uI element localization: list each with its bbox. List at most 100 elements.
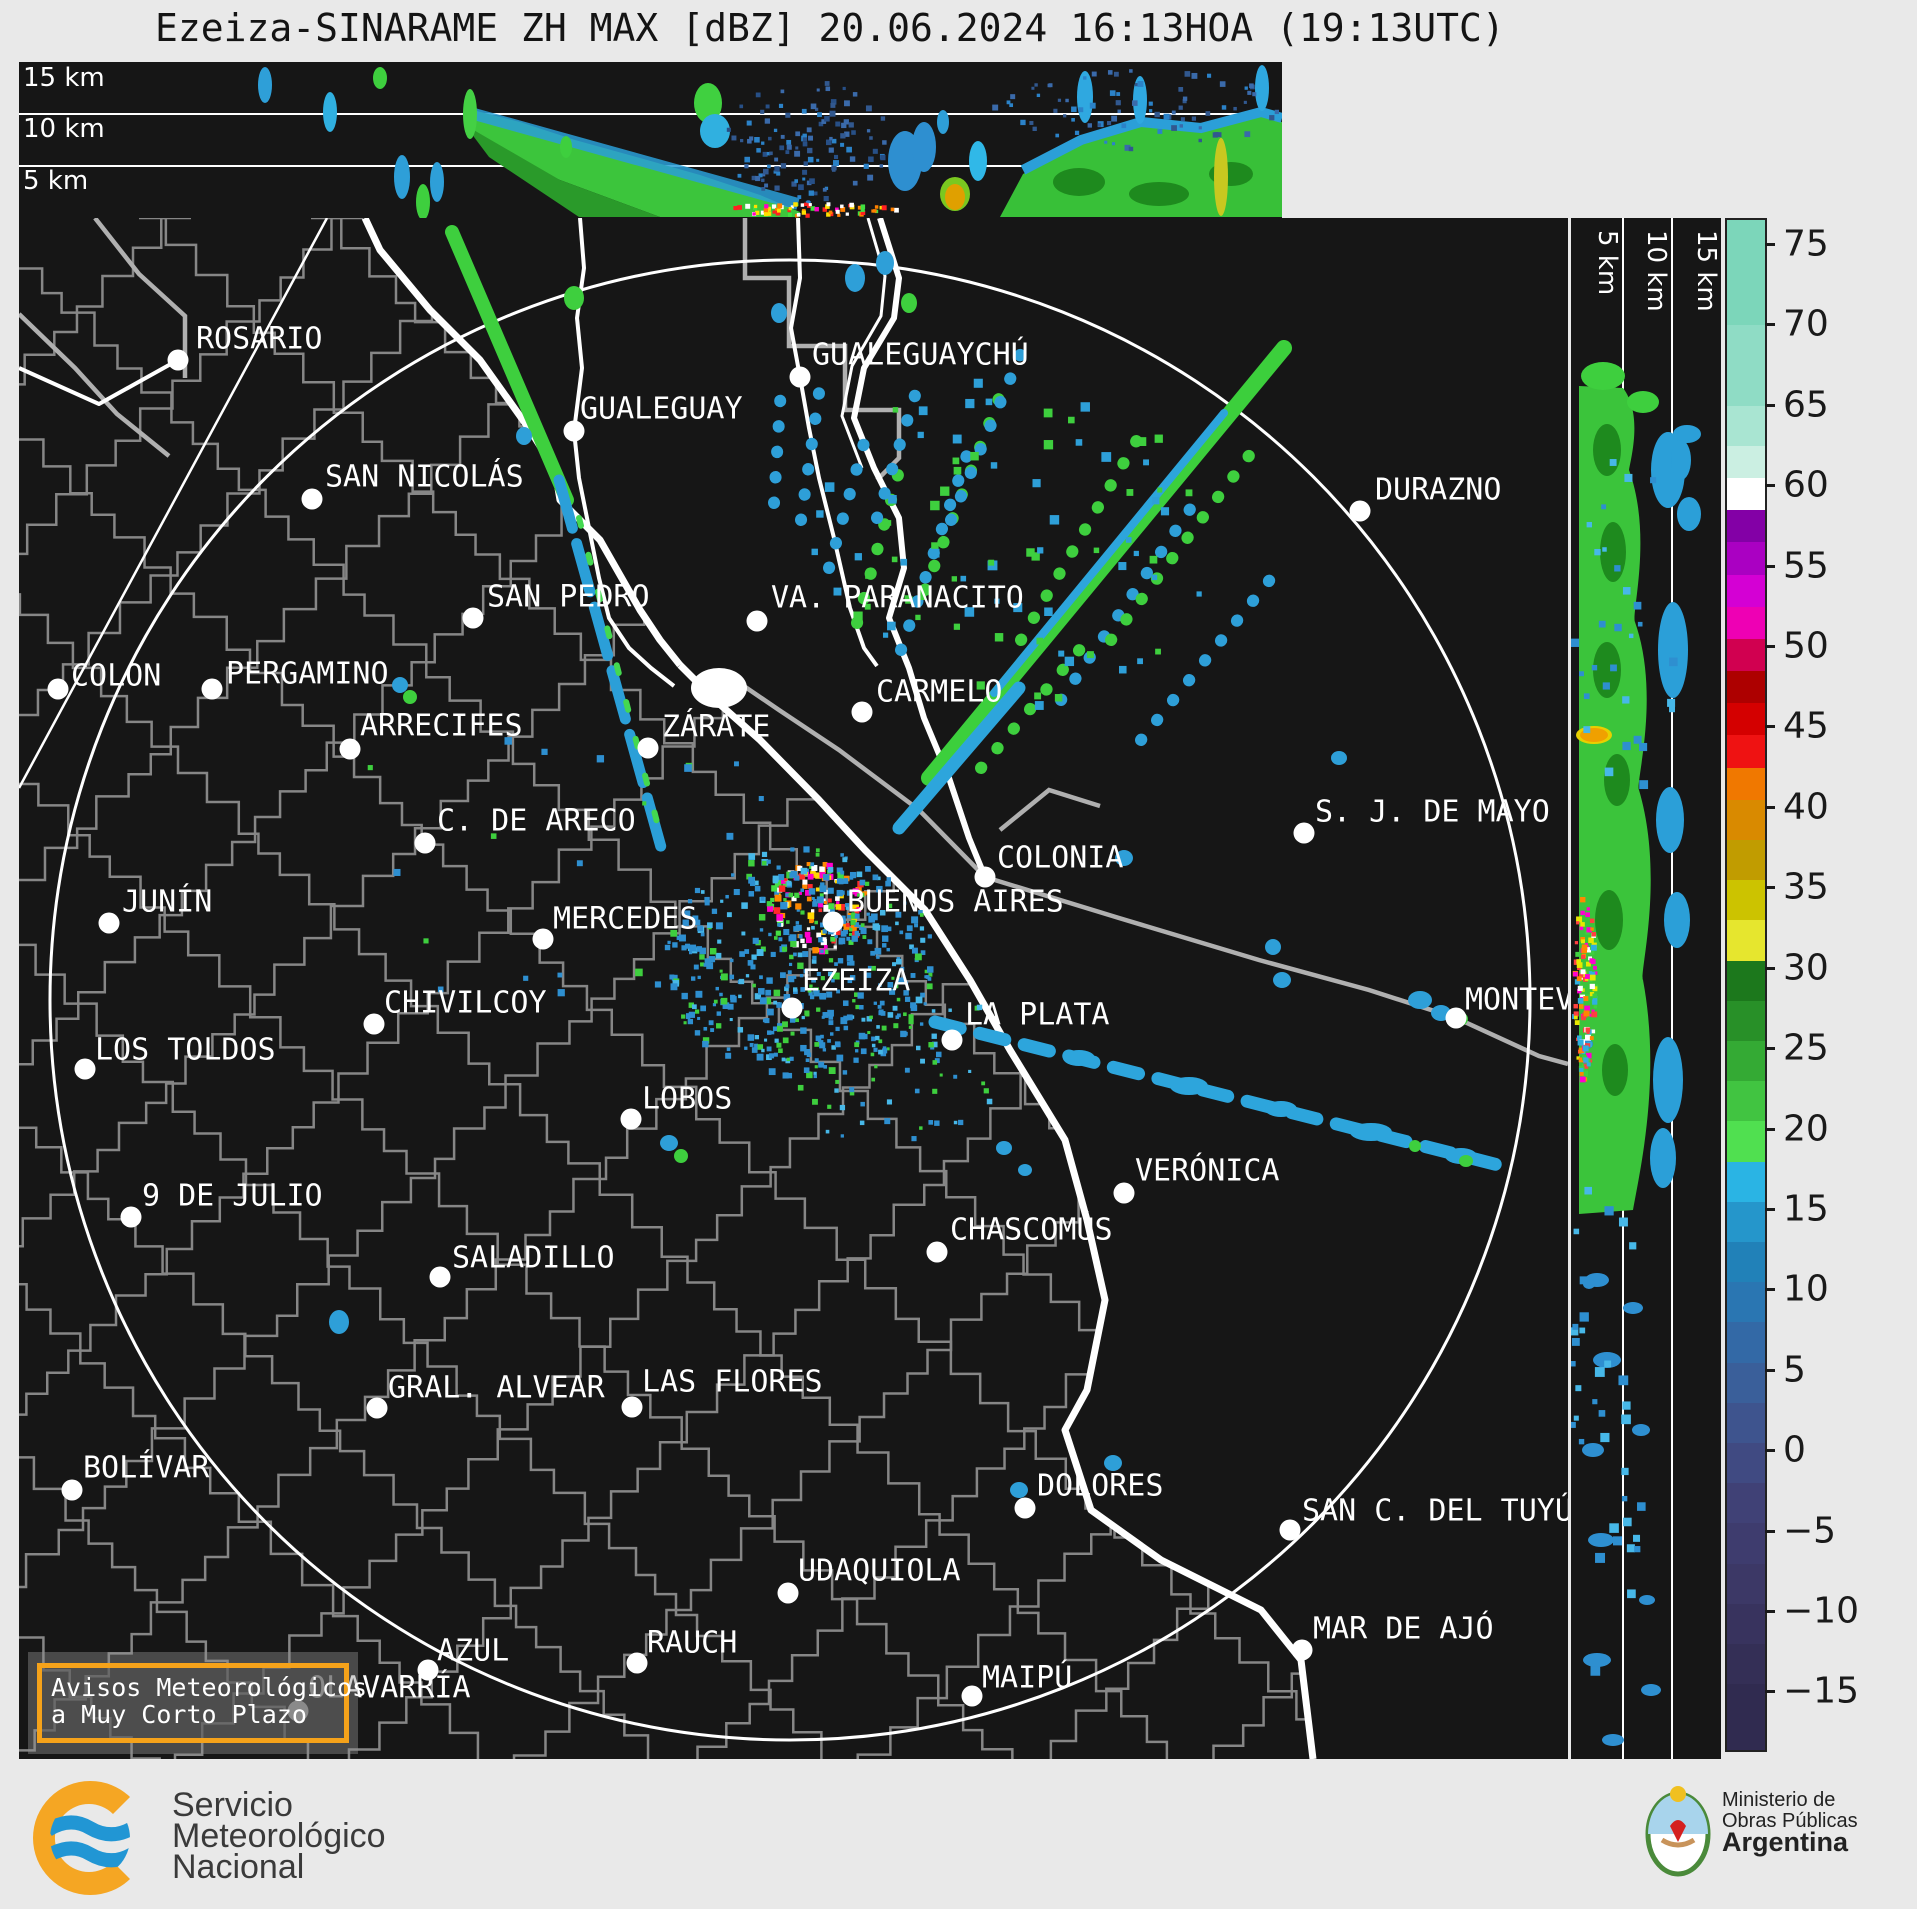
echo-core-patch [1053,168,1105,196]
radar-echo-pixel [1131,100,1138,106]
city-label: VA. PARANACITO [771,581,1024,616]
city-label: 9 DE JULIO [142,1179,323,1214]
radar-echo-pixel [800,938,805,944]
radar-echo-pixel [865,972,872,978]
radar-echo-pixel [1243,100,1247,104]
radar-echo-pixel [1579,1327,1586,1334]
radar-echo-pixel [918,910,923,915]
radar-echo-blob [945,184,965,210]
city-label: MONTEVIDEO [1465,983,1568,1018]
radar-echo-pixel [688,1002,695,1008]
radar-echo-pixel [842,1000,849,1006]
radar-echo-pixel [697,925,703,932]
radar-echo-pixel [1634,1546,1641,1553]
radar-echo-pixel [854,913,860,919]
river-delta [691,668,747,708]
radar-echo-pixel [920,992,925,998]
radar-echo-pixel [811,548,818,556]
colorbar-segment [1727,1161,1765,1202]
radar-echo-pixel [815,852,820,857]
city-dot [1279,1519,1301,1541]
radar-echo-pixel [866,912,870,916]
radar-echo-pixel [892,962,897,967]
radar-echo-pixel [781,879,786,884]
colorbar-tick [1765,243,1775,246]
radar-echo-pixel [820,882,825,887]
radar-echo-blob [912,122,936,172]
radar-echo-pixel [726,127,731,132]
radar-echo-pixel [887,903,893,909]
radar-echo-pixel [719,992,723,997]
radar-echo-pixel [1128,146,1134,152]
radar-echo-dotted-chain [851,447,910,629]
radar-echo-pixel [1578,1047,1585,1054]
radar-echo-pixel [1612,1536,1623,1546]
radar-echo-pixel [816,896,824,904]
radar-echo-pixel [1573,1011,1579,1017]
radar-echo-pixel [849,960,855,966]
radar-map-canvas: ROSARIO GUALEGUAYCHÚ GUALEGUAY SAN NICOLÁS S… [19,218,1568,1759]
radar-echo-pixel [871,1043,876,1048]
radar-echo-pixel [816,158,820,162]
radar-echo-pixel [664,944,671,951]
radar-echo-pixel [788,207,792,211]
radar-echo-pixel [833,154,839,160]
radar-echo-pixel [876,876,881,881]
radar-echo-pixel [776,914,783,921]
colorbar-segment [1727,1242,1765,1283]
radar-echo-pixel [1585,912,1591,918]
radar-echo-pixel [788,892,794,898]
city-dot [74,1058,96,1080]
radar-echo-pixel [769,151,773,156]
radar-echo-pixel [1589,1059,1593,1063]
radar-echo-pixel [1579,1312,1589,1322]
colorbar-segment [1727,1443,1765,1484]
colorbar-tick-label: 25 [1783,1027,1829,1069]
dbz-colorbar [1725,218,1767,1752]
radar-echo-pixel [1667,698,1676,707]
city-label: MERCEDES [553,902,698,937]
radar-echo-pixel [920,594,927,600]
radar-echo-pixel [830,102,836,108]
radar-echo-pixel [687,1018,694,1025]
radar-echo-pixel [822,187,827,192]
radar-echo-pixel [812,947,819,954]
colorbar-segment [1727,1483,1765,1524]
radar-echo-pixel [1151,574,1158,581]
radar-echo-pixel [917,431,924,439]
radar-echo-pixel [1576,1056,1580,1060]
radar-echo-pixel [731,873,735,877]
radar-echo-pixel [895,921,899,926]
radar-echo-pixel [830,99,837,105]
radar-echo-pixel [810,103,817,110]
radar-echo-pixel [1134,82,1139,87]
radar-echo-pixel [778,1048,783,1054]
radar-echo-pixel [840,1134,844,1138]
radar-echo-blob [373,67,387,89]
radar-echo-pixel [713,999,718,1004]
radar-echo-pixel [920,937,926,943]
radar-echo-pixel [925,975,930,979]
radar-echo-pixel [747,138,752,144]
radar-echo-pixel [692,1004,697,1010]
radar-echo-pixel [878,1049,883,1055]
city-label: C. DE ARECO [437,804,636,839]
radar-echo-pixel [894,207,899,213]
radar-echo-pixel [948,1008,952,1012]
radar-echo-pixel [900,558,908,566]
colorbar-segment [1727,671,1765,704]
city-label: SAN C. DEL TUYÚ [1302,1492,1568,1529]
colorbar-tick-label: 35 [1783,866,1829,908]
radar-echo-pixel [1584,1186,1592,1195]
radar-echo-pixel [744,164,749,169]
radar-echo-pixel [953,466,962,475]
radar-echo-pixel [823,905,831,912]
top-cross-section-canvas: 15 km 10 km 5 km [19,63,1282,218]
city-label: ARRECIFES [360,709,523,744]
radar-echo-pixel [1574,1015,1578,1020]
radar-echo-pixel [720,997,728,1005]
radar-echo-pixel [853,611,863,621]
radar-echo-pixel [874,205,879,209]
radar-echo-pixel [797,865,803,872]
radar-echo-pixel [779,922,784,927]
